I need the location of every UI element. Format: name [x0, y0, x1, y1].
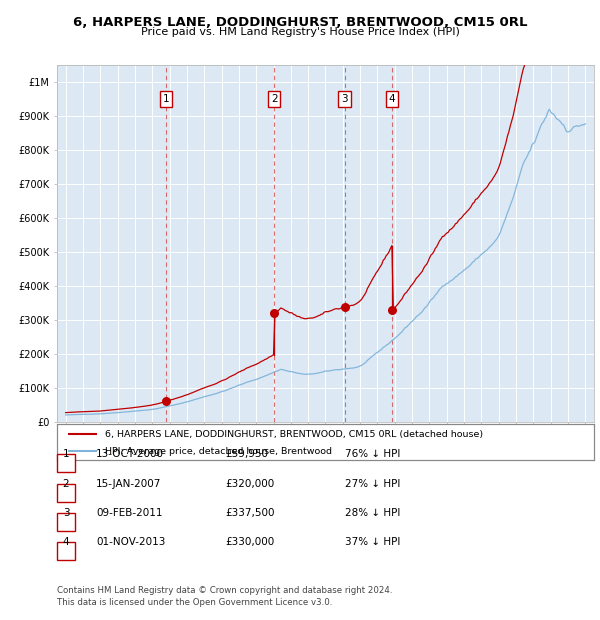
Text: 6, HARPERS LANE, DODDINGHURST, BRENTWOOD, CM15 0RL: 6, HARPERS LANE, DODDINGHURST, BRENTWOOD… — [73, 16, 527, 29]
Text: £320,000: £320,000 — [225, 479, 274, 489]
Text: 13-OCT-2000: 13-OCT-2000 — [96, 449, 164, 459]
Text: 37% ↓ HPI: 37% ↓ HPI — [345, 537, 400, 547]
Text: 2: 2 — [271, 94, 278, 104]
Text: HPI: Average price, detached house, Brentwood: HPI: Average price, detached house, Bren… — [106, 446, 332, 456]
Text: £330,000: £330,000 — [225, 537, 274, 547]
Text: 01-NOV-2013: 01-NOV-2013 — [96, 537, 166, 547]
Text: 1: 1 — [163, 94, 169, 104]
Text: 76% ↓ HPI: 76% ↓ HPI — [345, 449, 400, 459]
Text: 4: 4 — [62, 537, 70, 547]
Text: £59,950: £59,950 — [225, 449, 268, 459]
Text: Contains HM Land Registry data © Crown copyright and database right 2024.
This d: Contains HM Land Registry data © Crown c… — [57, 586, 392, 608]
Text: 1: 1 — [62, 449, 70, 459]
Text: £337,500: £337,500 — [225, 508, 275, 518]
Text: Price paid vs. HM Land Registry's House Price Index (HPI): Price paid vs. HM Land Registry's House … — [140, 27, 460, 37]
Text: 3: 3 — [341, 94, 348, 104]
Text: 28% ↓ HPI: 28% ↓ HPI — [345, 508, 400, 518]
Text: 3: 3 — [62, 508, 70, 518]
Text: 09-FEB-2011: 09-FEB-2011 — [96, 508, 163, 518]
Text: 6, HARPERS LANE, DODDINGHURST, BRENTWOOD, CM15 0RL (detached house): 6, HARPERS LANE, DODDINGHURST, BRENTWOOD… — [106, 430, 484, 438]
Text: 15-JAN-2007: 15-JAN-2007 — [96, 479, 161, 489]
Text: 4: 4 — [389, 94, 395, 104]
Text: 2: 2 — [62, 479, 70, 489]
Text: 27% ↓ HPI: 27% ↓ HPI — [345, 479, 400, 489]
